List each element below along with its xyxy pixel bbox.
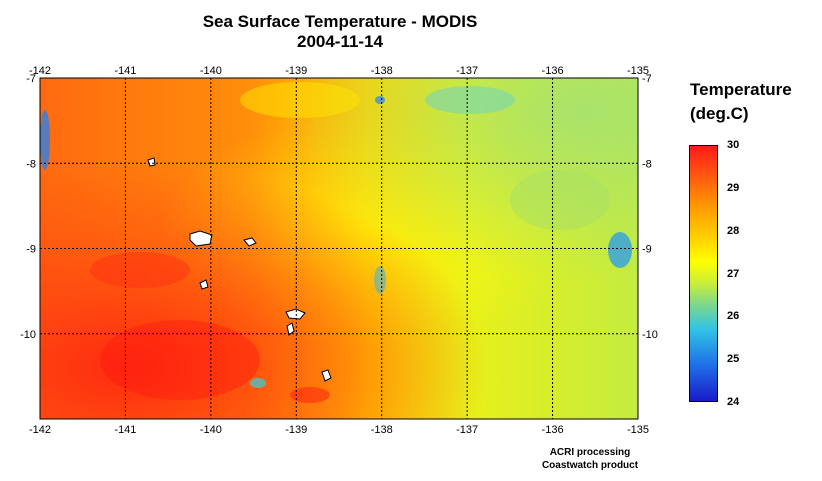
- islands: [147, 157, 332, 382]
- lon-tick-label-top: -136: [542, 65, 564, 77]
- graticule: [40, 78, 638, 419]
- lon-tick-label-bottom: -138: [371, 424, 393, 436]
- credit-processing: ACRI processing: [549, 447, 631, 458]
- color-scale-tick-label: 28: [727, 224, 740, 237]
- lon-tick-label-top: -135: [627, 65, 649, 77]
- map-title: Sea Surface Temperature - MODIS: [202, 12, 478, 31]
- island: [243, 237, 257, 247]
- lat-tick-label-left: -8: [26, 158, 36, 170]
- lon-tick-label-top: -139: [285, 65, 307, 77]
- lat-tick-label-right: -8: [642, 158, 652, 170]
- lat-tick-label-right: -10: [642, 329, 658, 341]
- lon-tick-label-top: -140: [200, 65, 222, 77]
- island: [147, 157, 156, 167]
- lon-tick-label-bottom: -135: [627, 424, 649, 436]
- island: [189, 230, 213, 247]
- lon-tick-label-bottom: -136: [542, 424, 564, 436]
- lon-tick-label-top: -141: [114, 65, 136, 77]
- lat-tick-label-left: -9: [26, 244, 36, 256]
- lat-tick-label-left: -10: [20, 329, 36, 341]
- color-scale-bar: [689, 145, 718, 402]
- lon-tick-label-bottom: -137: [456, 424, 478, 436]
- axis-ticks: -142 -142 -141 -141 -140 -140 -139 -139 -138 -138…: [20, 65, 658, 436]
- lon-tick-label-bottom: -140: [200, 424, 222, 436]
- temperature-field: [40, 78, 638, 419]
- color-scale-tick-label: 27: [727, 267, 740, 280]
- island: [286, 322, 295, 336]
- lon-tick-label-top: -142: [29, 65, 51, 77]
- lat-tick-label-right: -9: [642, 244, 652, 256]
- lon-tick-label-bottom: -142: [29, 424, 51, 436]
- legend-title: Temperature (deg.C): [690, 80, 792, 123]
- lon-tick-label-top: -138: [371, 65, 393, 77]
- lat-tick-label-left: -7: [26, 73, 36, 85]
- lon-tick-label-top: -137: [456, 65, 478, 77]
- island: [285, 308, 306, 320]
- color-scale-tick-label: 25: [727, 353, 740, 366]
- color-scale-tick-label: 30: [727, 139, 740, 151]
- color-scale-tick-label: 26: [727, 310, 740, 323]
- color-scale-tick-label: 29: [727, 181, 740, 194]
- credit-product: Coastwatch product: [541, 460, 639, 471]
- lat-tick-label-right: -7: [642, 73, 652, 85]
- color-scale-tick-label: 24: [727, 396, 740, 408]
- island: [199, 279, 209, 290]
- map-date: 2004-11-14: [296, 32, 384, 51]
- lon-tick-label-bottom: -139: [285, 424, 307, 436]
- lon-tick-label-bottom: -141: [114, 424, 136, 436]
- island: [321, 369, 332, 382]
